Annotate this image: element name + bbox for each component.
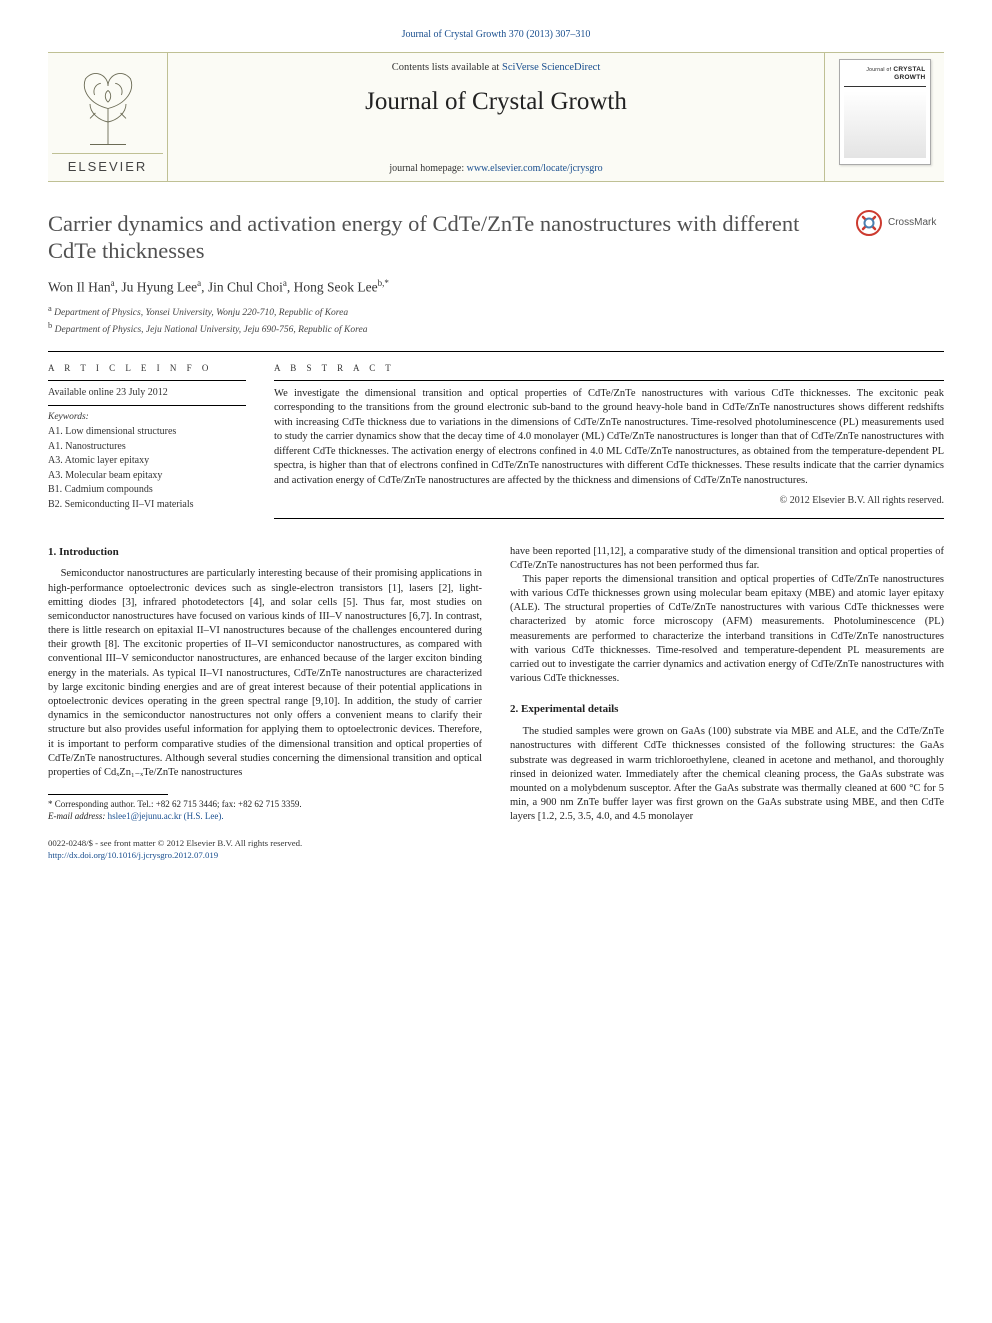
page-footer: 0022-0248/$ - see front matter © 2012 El…	[48, 838, 944, 861]
abstract-text: We investigate the dimensional transitio…	[274, 387, 944, 488]
divider	[48, 351, 944, 352]
abstract-copyright: © 2012 Elsevier B.V. All rights reserved…	[274, 494, 944, 508]
body-paragraph: This paper reports the dimensional trans…	[510, 573, 944, 686]
contents-line: Contents lists available at SciVerse Sci…	[392, 61, 600, 75]
abstract-label: A B S T R A C T	[274, 362, 944, 374]
article-title: Carrier dynamics and activation energy o…	[48, 210, 840, 265]
affiliation: b Department of Physics, Jeju National U…	[48, 320, 944, 337]
body-paragraph: have been reported [11,12], a comparativ…	[510, 545, 944, 573]
footnote-tel-fax: * Corresponding author. Tel.: +82 62 715…	[48, 799, 482, 811]
body-paragraph: Semiconductor nanostructures are particu…	[48, 567, 482, 780]
journal-cover-art	[844, 91, 926, 157]
contents-prefix: Contents lists available at	[392, 62, 502, 73]
keyword: B2. Semiconducting II–VI materials	[48, 498, 246, 512]
masthead-center: Contents lists available at SciVerse Sci…	[168, 53, 824, 182]
body-paragraph: The studied samples were grown on GaAs (…	[510, 725, 944, 824]
homepage-prefix: journal homepage:	[389, 163, 466, 174]
homepage-line: journal homepage: www.elsevier.com/locat…	[389, 162, 602, 176]
abstract-column: A B S T R A C T We investigate the dimen…	[274, 362, 944, 519]
keyword: B1. Cadmium compounds	[48, 483, 246, 497]
publisher-logo-box: ELSEVIER	[48, 53, 168, 182]
affiliation-list: a Department of Physics, Yonsei Universi…	[48, 303, 944, 337]
journal-name: Journal of Crystal Growth	[365, 85, 627, 119]
section-2-heading: 2. Experimental details	[510, 702, 944, 717]
journal-cover: Journal of CRYSTALGROWTH	[839, 59, 931, 165]
crossmark-icon	[856, 210, 882, 236]
footnote-email-link[interactable]: hslee1@jejunu.ac.kr (H.S. Lee).	[108, 811, 224, 821]
keywords-heading: Keywords:	[48, 411, 246, 424]
affiliation: a Department of Physics, Yonsei Universi…	[48, 303, 944, 320]
author-list: Won Il Hana, Ju Hyung Leea, Jin Chul Cho…	[48, 277, 944, 297]
crossmark-badge[interactable]: CrossMark	[856, 210, 944, 236]
masthead: ELSEVIER Contents lists available at Sci…	[48, 52, 944, 183]
article-info-column: A R T I C L E I N F O Available online 2…	[48, 362, 246, 519]
crossmark-label: CrossMark	[888, 216, 936, 230]
section-1-heading: 1. Introduction	[48, 545, 482, 560]
divider	[274, 518, 944, 519]
keyword: A1. Nanostructures	[48, 440, 246, 454]
elsevier-tree-icon	[58, 59, 158, 149]
keyword: A1. Low dimensional structures	[48, 425, 246, 439]
body-two-column: 1. Introduction Semiconductor nanostruct…	[48, 545, 944, 825]
running-head: Journal of Crystal Growth 370 (2013) 307…	[48, 28, 944, 42]
footnote-divider	[48, 794, 168, 795]
footer-doi-link[interactable]: http://dx.doi.org/10.1016/j.jcrysgro.201…	[48, 850, 218, 860]
keywords-list: A1. Low dimensional structuresA1. Nanost…	[48, 425, 246, 511]
keyword: A3. Atomic layer epitaxy	[48, 454, 246, 468]
available-online: Available online 23 July 2012	[48, 386, 246, 400]
article-info-label: A R T I C L E I N F O	[48, 362, 246, 374]
corresponding-author-footnote: * Corresponding author. Tel.: +82 62 715…	[48, 799, 482, 822]
footer-front-matter: 0022-0248/$ - see front matter © 2012 El…	[48, 838, 944, 849]
footnote-email-label: E-mail address:	[48, 811, 105, 821]
homepage-link[interactable]: www.elsevier.com/locate/jcrysgro	[467, 163, 603, 174]
publisher-name: ELSEVIER	[52, 153, 163, 176]
journal-cover-title: Journal of CRYSTALGROWTH	[844, 66, 926, 88]
journal-cover-box: Journal of CRYSTALGROWTH	[824, 53, 944, 182]
running-head-link[interactable]: Journal of Crystal Growth 370 (2013) 307…	[402, 29, 591, 40]
sciencedirect-link[interactable]: SciVerse ScienceDirect	[502, 62, 600, 73]
keyword: A3. Molecular beam epitaxy	[48, 469, 246, 483]
